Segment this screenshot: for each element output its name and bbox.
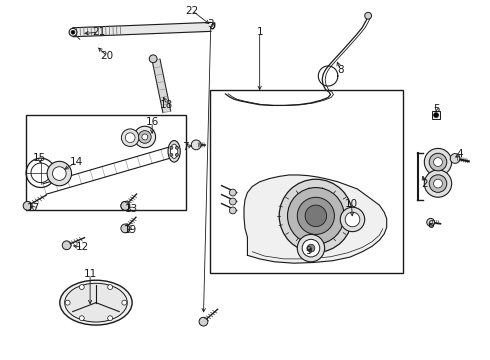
Circle shape: [170, 153, 173, 156]
Circle shape: [134, 126, 156, 148]
Circle shape: [297, 234, 325, 262]
Circle shape: [288, 188, 344, 244]
Circle shape: [52, 167, 66, 180]
Circle shape: [125, 133, 135, 143]
Circle shape: [229, 207, 236, 214]
Circle shape: [307, 244, 315, 252]
Circle shape: [345, 212, 360, 227]
Text: 19: 19: [123, 225, 137, 235]
Circle shape: [434, 179, 442, 188]
Text: 6: 6: [427, 220, 434, 230]
Circle shape: [429, 153, 447, 171]
Circle shape: [365, 12, 371, 19]
Text: 5: 5: [433, 104, 440, 114]
Circle shape: [79, 285, 84, 289]
Text: 20: 20: [100, 51, 114, 61]
Bar: [26, 115, 186, 210]
Ellipse shape: [60, 280, 132, 325]
Circle shape: [279, 179, 352, 252]
Circle shape: [229, 198, 236, 205]
Circle shape: [23, 202, 32, 210]
Circle shape: [122, 300, 127, 305]
Text: 17: 17: [27, 203, 41, 213]
Text: 13: 13: [125, 204, 138, 214]
Circle shape: [65, 300, 70, 305]
Circle shape: [79, 316, 84, 321]
Text: 15: 15: [33, 153, 47, 163]
Circle shape: [121, 202, 130, 210]
Circle shape: [121, 224, 130, 233]
Circle shape: [62, 241, 71, 250]
Ellipse shape: [168, 140, 180, 162]
Circle shape: [47, 161, 72, 186]
Circle shape: [424, 170, 452, 197]
Circle shape: [175, 153, 178, 156]
Circle shape: [191, 140, 201, 150]
Circle shape: [69, 28, 77, 36]
Text: 22: 22: [186, 6, 199, 16]
Circle shape: [229, 189, 236, 196]
Circle shape: [297, 197, 334, 234]
Bar: [432, 111, 441, 119]
Text: 7: 7: [182, 142, 189, 152]
Circle shape: [71, 30, 75, 34]
Text: 12: 12: [76, 242, 89, 252]
Polygon shape: [244, 175, 387, 263]
Circle shape: [429, 175, 447, 192]
Circle shape: [302, 239, 320, 257]
Text: 10: 10: [345, 199, 358, 210]
Text: 8: 8: [337, 64, 343, 75]
Circle shape: [424, 148, 452, 176]
Text: 4: 4: [457, 149, 464, 159]
Circle shape: [108, 285, 113, 289]
Circle shape: [108, 316, 113, 321]
Circle shape: [175, 146, 178, 149]
Text: 11: 11: [83, 269, 97, 279]
Text: 18: 18: [160, 100, 173, 110]
Circle shape: [450, 154, 460, 163]
Circle shape: [149, 55, 157, 63]
Circle shape: [142, 134, 148, 140]
Text: 21: 21: [92, 27, 105, 37]
Circle shape: [434, 158, 442, 166]
Text: 2: 2: [421, 179, 428, 189]
Circle shape: [121, 202, 130, 210]
Circle shape: [170, 146, 173, 149]
Ellipse shape: [65, 283, 127, 322]
Circle shape: [305, 205, 327, 226]
Circle shape: [340, 207, 365, 231]
Ellipse shape: [171, 144, 178, 158]
Text: 1: 1: [256, 27, 263, 37]
Text: 14: 14: [70, 157, 83, 167]
Bar: [210, 90, 403, 273]
Circle shape: [199, 317, 208, 326]
Circle shape: [434, 113, 439, 117]
Polygon shape: [152, 59, 171, 113]
Text: 16: 16: [146, 117, 159, 127]
Circle shape: [427, 219, 435, 226]
Polygon shape: [73, 22, 211, 37]
Circle shape: [139, 131, 151, 143]
Text: 3: 3: [207, 19, 214, 29]
Circle shape: [122, 129, 139, 147]
Text: 9: 9: [305, 246, 312, 256]
